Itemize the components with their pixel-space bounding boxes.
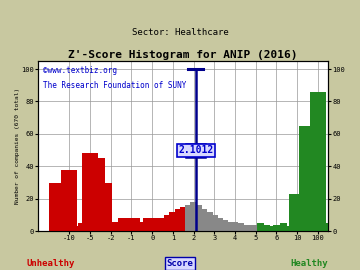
Bar <box>49 183 65 231</box>
Bar <box>221 220 228 231</box>
Bar <box>118 218 125 231</box>
Bar <box>128 218 135 231</box>
Bar <box>164 215 171 231</box>
Bar <box>123 218 130 231</box>
Bar <box>310 92 326 231</box>
Bar <box>262 225 270 231</box>
Bar <box>257 223 264 231</box>
Bar <box>96 183 112 231</box>
Bar <box>206 212 213 231</box>
Bar <box>149 218 156 231</box>
Bar <box>66 228 81 231</box>
Bar <box>180 207 187 231</box>
Bar <box>175 209 181 231</box>
Bar <box>107 222 114 231</box>
Bar <box>247 225 254 231</box>
Bar <box>138 222 145 231</box>
Bar <box>283 227 290 231</box>
Bar <box>211 215 218 231</box>
Text: Score: Score <box>167 259 193 268</box>
Bar <box>288 227 294 231</box>
Bar <box>195 205 202 231</box>
Bar <box>159 218 166 231</box>
Bar <box>276 225 283 231</box>
Bar <box>185 205 192 231</box>
Bar <box>78 223 94 231</box>
Bar <box>277 227 284 231</box>
Bar <box>267 227 275 231</box>
Bar <box>89 158 105 231</box>
Bar <box>231 222 238 231</box>
Bar <box>291 227 298 231</box>
Text: 2.1012: 2.1012 <box>178 145 213 155</box>
Text: Sector: Healthcare: Sector: Healthcare <box>132 28 228 37</box>
Bar <box>104 227 111 231</box>
Bar <box>74 227 90 231</box>
Y-axis label: Number of companies (670 total): Number of companies (670 total) <box>15 88 20 204</box>
Bar <box>252 225 259 231</box>
Bar <box>300 126 315 231</box>
Bar <box>237 223 244 231</box>
Bar <box>53 223 69 231</box>
Text: Healthy: Healthy <box>291 259 328 268</box>
Bar <box>279 227 286 231</box>
Bar <box>274 225 281 231</box>
Bar <box>169 212 176 231</box>
Bar <box>154 218 161 231</box>
Title: Z'-Score Histogram for ANIP (2016): Z'-Score Histogram for ANIP (2016) <box>68 50 298 60</box>
Bar <box>273 225 280 231</box>
Bar <box>62 170 77 231</box>
Bar <box>190 202 197 231</box>
Bar <box>289 227 296 231</box>
Bar <box>57 223 73 231</box>
Bar <box>320 223 336 231</box>
Bar <box>70 228 86 231</box>
Bar <box>280 223 287 231</box>
Bar <box>82 153 98 231</box>
Bar <box>282 227 289 231</box>
Bar <box>286 227 293 231</box>
Bar <box>133 218 140 231</box>
Bar <box>289 194 305 231</box>
Bar <box>143 218 150 231</box>
Bar <box>226 222 233 231</box>
Text: The Research Foundation of SUNY: The Research Foundation of SUNY <box>42 81 186 90</box>
Bar <box>216 218 223 231</box>
Bar <box>201 209 207 231</box>
Text: ©www.textbiz.org: ©www.textbiz.org <box>42 66 117 75</box>
Text: Unhealthy: Unhealthy <box>26 259 75 268</box>
Bar <box>292 227 299 231</box>
Bar <box>112 222 120 231</box>
Bar <box>285 227 292 231</box>
Bar <box>242 225 249 231</box>
